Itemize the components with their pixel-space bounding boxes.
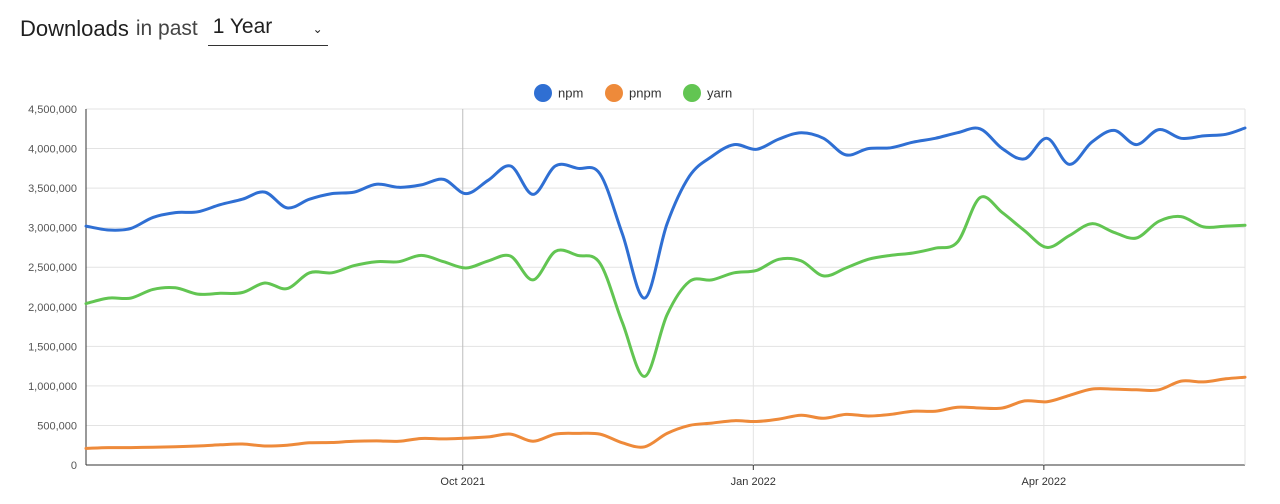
y-tick-label: 4,500,000 bbox=[28, 104, 77, 116]
downloads-subtitle: in past bbox=[135, 17, 198, 40]
chart-series bbox=[84, 126, 1247, 450]
downloads-title: Downloads bbox=[20, 16, 129, 41]
chevron-down-icon: ⌄ bbox=[312, 21, 323, 36]
y-tick-label: 500,000 bbox=[37, 420, 77, 432]
series-line-yarn bbox=[84, 195, 1247, 378]
legend-label-pnpm: pnpm bbox=[629, 86, 662, 101]
y-tick-label: 4,000,000 bbox=[28, 144, 77, 156]
x-tick-label: Apr 2022 bbox=[1022, 476, 1067, 488]
downloads-header: Downloads in past 1 Year ⌄ bbox=[20, 12, 328, 46]
series-line-pnpm bbox=[84, 375, 1247, 450]
legend-label-npm: npm bbox=[558, 86, 583, 101]
legend-marker-npm bbox=[534, 84, 552, 102]
y-tick-label: 2,000,000 bbox=[28, 302, 77, 314]
y-tick-label: 1,000,000 bbox=[28, 381, 77, 393]
period-select-value: 1 Year bbox=[212, 14, 273, 38]
chart-grid bbox=[86, 108, 1246, 466]
y-tick-label: 3,000,000 bbox=[28, 223, 77, 235]
x-tick-label: Oct 2021 bbox=[440, 476, 485, 488]
legend-marker-pnpm bbox=[605, 84, 623, 102]
chart-axes: 0 500,000 1,000,000 1,500,000 2,000,000 2,500… bbox=[28, 104, 1066, 488]
x-tick-label: Jan 2022 bbox=[731, 476, 776, 488]
chart-legend: npm pnpm yarn bbox=[534, 84, 732, 102]
period-select[interactable]: 1 Year ⌄ bbox=[207, 13, 328, 46]
y-tick-label: 0 bbox=[71, 460, 77, 472]
legend-label-yarn: yarn bbox=[707, 86, 732, 101]
legend-marker-yarn bbox=[683, 84, 701, 102]
y-tick-label: 1,500,000 bbox=[28, 341, 77, 353]
series-line-npm bbox=[84, 126, 1247, 300]
y-tick-label: 3,500,000 bbox=[28, 183, 77, 195]
y-tick-label: 2,500,000 bbox=[28, 262, 77, 274]
